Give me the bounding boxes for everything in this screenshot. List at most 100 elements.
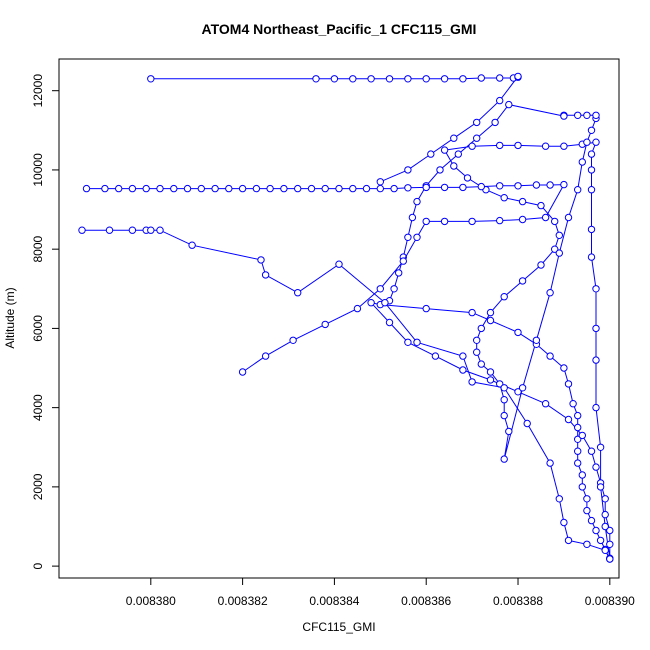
data-point bbox=[376, 285, 384, 293]
data-point bbox=[574, 447, 582, 455]
data-point bbox=[404, 75, 412, 83]
series-line-2 bbox=[150, 74, 519, 183]
data-point bbox=[404, 338, 412, 346]
data-point bbox=[385, 75, 394, 83]
data-point bbox=[514, 72, 522, 81]
data-point bbox=[578, 158, 586, 166]
data-point bbox=[105, 226, 114, 234]
data-point bbox=[532, 336, 541, 344]
data-point bbox=[294, 289, 302, 297]
data-point bbox=[578, 431, 586, 440]
y-tick-label: 12000 bbox=[31, 74, 45, 108]
data-point bbox=[496, 96, 504, 105]
data-point bbox=[156, 184, 164, 193]
data-point bbox=[546, 352, 554, 360]
data-point bbox=[555, 495, 563, 503]
data-point bbox=[128, 184, 137, 193]
x-tick-label: 0.008386 bbox=[401, 594, 451, 608]
data-point bbox=[564, 536, 573, 545]
data-point bbox=[440, 217, 449, 226]
data-point bbox=[349, 75, 357, 83]
data-point bbox=[541, 400, 550, 408]
data-point bbox=[477, 182, 485, 191]
data-point bbox=[560, 180, 568, 189]
data-point bbox=[381, 299, 389, 307]
y-tick-label: 8000 bbox=[31, 235, 45, 262]
data-point bbox=[257, 256, 265, 264]
data-point bbox=[450, 134, 458, 142]
chart-title: ATOM4 Northeast_Pacific_1 CFC115_GMI bbox=[202, 21, 477, 37]
data-point bbox=[390, 285, 398, 293]
data-point bbox=[592, 285, 600, 293]
data-point bbox=[422, 75, 430, 83]
data-point bbox=[518, 384, 527, 392]
data-point bbox=[367, 299, 375, 307]
data-point bbox=[385, 318, 394, 327]
data-point bbox=[473, 118, 481, 127]
data-point bbox=[183, 184, 192, 193]
data-point bbox=[459, 75, 467, 83]
data-point bbox=[427, 150, 435, 158]
data-point bbox=[587, 447, 596, 455]
data-point bbox=[188, 241, 196, 249]
data-point bbox=[261, 271, 270, 279]
data-point bbox=[583, 540, 591, 548]
data-point bbox=[238, 368, 247, 376]
data-point bbox=[514, 141, 522, 150]
data-point bbox=[500, 455, 508, 463]
data-point bbox=[486, 308, 495, 317]
data-point bbox=[587, 166, 596, 174]
data-point bbox=[560, 112, 568, 120]
data-point bbox=[500, 384, 508, 392]
series-line-4 bbox=[82, 229, 611, 560]
data-point bbox=[128, 226, 137, 234]
data-point bbox=[101, 184, 109, 193]
y-tick-label: 2000 bbox=[31, 473, 45, 500]
data-point bbox=[349, 184, 357, 193]
data-point bbox=[413, 233, 421, 242]
x-tick-label: 0.008384 bbox=[309, 594, 359, 608]
data-point bbox=[606, 555, 614, 563]
data-point bbox=[404, 233, 412, 242]
data-point bbox=[330, 75, 339, 83]
data-point bbox=[486, 368, 495, 376]
data-point bbox=[335, 184, 343, 193]
y-axis-label: Altitude (m) bbox=[3, 287, 17, 348]
data-point bbox=[564, 415, 573, 424]
data-point bbox=[551, 217, 559, 226]
data-point bbox=[546, 181, 554, 189]
series-layer bbox=[78, 72, 614, 563]
data-point bbox=[390, 184, 398, 193]
data-point bbox=[422, 217, 430, 226]
data-point bbox=[197, 184, 206, 193]
data-point bbox=[583, 506, 591, 515]
data-point bbox=[500, 293, 508, 301]
data-point bbox=[560, 518, 568, 527]
data-point bbox=[574, 186, 582, 194]
data-point bbox=[142, 184, 150, 193]
data-point bbox=[564, 213, 573, 222]
data-point bbox=[587, 126, 596, 135]
data-point bbox=[238, 184, 247, 193]
data-point bbox=[440, 75, 449, 83]
data-point bbox=[362, 184, 371, 193]
y-tick-label: 6000 bbox=[31, 315, 45, 342]
data-point bbox=[440, 146, 449, 154]
data-point bbox=[518, 215, 527, 224]
data-point bbox=[376, 178, 384, 186]
data-point bbox=[252, 184, 261, 193]
data-point bbox=[468, 142, 476, 150]
series-line-3 bbox=[86, 184, 565, 373]
data-point bbox=[496, 74, 504, 82]
data-point bbox=[500, 411, 508, 420]
data-point bbox=[596, 443, 605, 451]
data-point bbox=[532, 181, 541, 189]
data-point bbox=[147, 226, 155, 234]
data-point bbox=[592, 403, 600, 412]
data-point bbox=[477, 360, 485, 368]
data-point bbox=[413, 197, 421, 206]
data-point bbox=[486, 316, 495, 325]
data-point bbox=[261, 352, 270, 360]
data-point bbox=[211, 184, 219, 193]
